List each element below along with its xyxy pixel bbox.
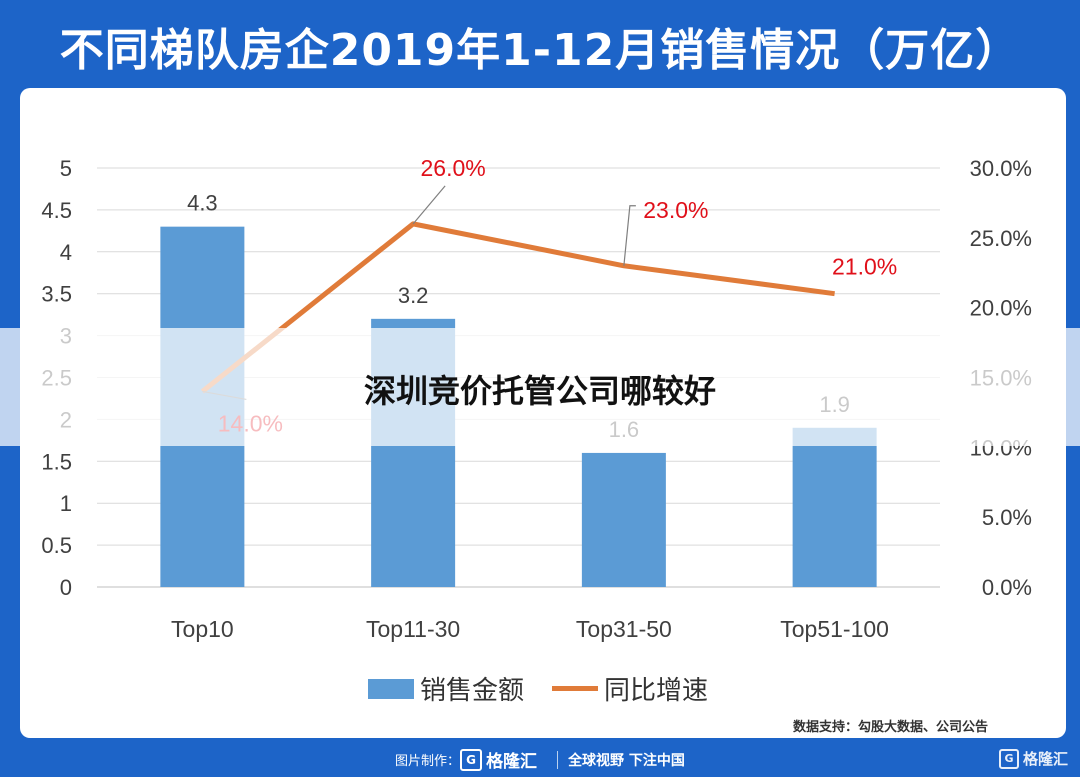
bar-top51-100 [792, 427, 877, 587]
legend-line-label: 同比增速 [604, 676, 709, 706]
y-right-tick-label: 20.0% [970, 296, 1032, 321]
x-tick-label: Top10 [171, 616, 234, 642]
y-left-tick-label: 1.5 [41, 449, 72, 474]
footer-bar: 图片制作： G 格隆汇 全球视野 下注中国 [0, 742, 1080, 777]
y-right-tick-label: 0.0% [982, 575, 1032, 600]
x-tick-label: Top51-100 [780, 616, 889, 642]
y-left-tick-label: 4 [60, 240, 72, 265]
overlay-banner: 深圳竞价托管公司哪较好 [0, 328, 1080, 446]
growth-line [200, 221, 835, 394]
y-left-tick-label: 5 [60, 156, 72, 181]
y-right-tick-label: 5.0% [982, 505, 1032, 530]
label-leader-line [412, 185, 446, 225]
data-source: 数据支持：勾股大数据、公司公告 [792, 720, 988, 735]
y-left-tick-label: 0.5 [41, 533, 72, 558]
footer-brand: 格隆汇 [486, 752, 538, 772]
label-leader-line [623, 205, 636, 266]
corner-logo-text: 格隆汇 [1022, 750, 1068, 768]
footer-made-by: 图片制作： [395, 754, 461, 769]
y-left-tick-label: 4.5 [41, 198, 72, 223]
x-tick-label: Top11-30 [366, 616, 460, 642]
y-right-tick-label: 30.0% [970, 156, 1032, 181]
footer-slogan: 全球视野 下注中国 [568, 752, 685, 769]
legend-bar-label: 销售金额 [420, 676, 525, 706]
bar-value-label: 3.2 [398, 283, 429, 308]
bar-top31-50 [581, 452, 666, 587]
brand-logo-icon: G [460, 748, 483, 771]
chart-title: 不同梯队房企2019年1-12月销售情况（万亿） [59, 25, 1021, 76]
line-value-label: 23.0% [643, 197, 708, 223]
legend-line-swatch [552, 686, 599, 691]
legend-bar-swatch [368, 678, 414, 699]
y-left-tick-label: 0 [60, 575, 72, 600]
x-tick-label: Top31-50 [576, 616, 672, 642]
y-left-tick-label: 3.5 [41, 282, 72, 307]
y-right-tick-label: 25.0% [970, 226, 1032, 251]
overlay-text: 深圳竞价托管公司哪较好 [363, 372, 716, 410]
chart-legend: 销售金额 同比增速 [368, 670, 708, 707]
line-value-label: 21.0% [832, 254, 897, 280]
corner-logo-icon: G [998, 748, 1019, 769]
footer-divider [557, 750, 559, 769]
line-value-label: 26.0% [421, 155, 486, 181]
corner-logo: G 格隆汇 [998, 748, 1068, 769]
y-left-tick-label: 1 [60, 491, 72, 516]
bar-value-label: 4.3 [187, 191, 218, 216]
